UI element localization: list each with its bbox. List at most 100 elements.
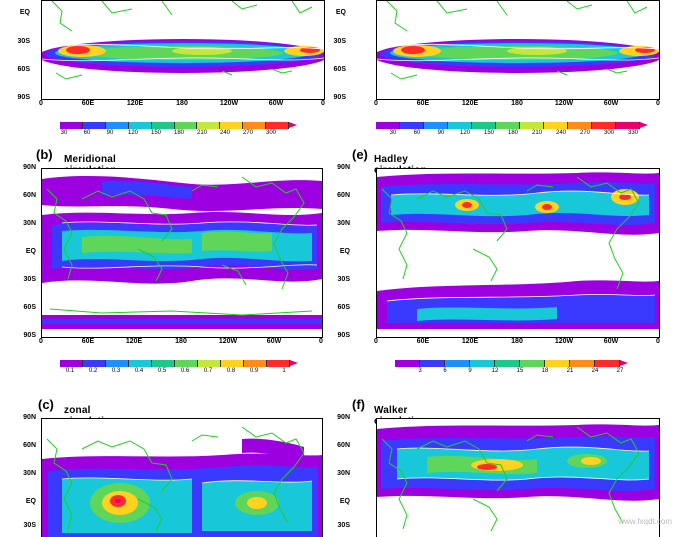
lat-label: 90N	[337, 164, 350, 171]
map-meridional	[41, 168, 323, 338]
colorbar-bar	[395, 360, 620, 367]
lat-label: 60S	[17, 66, 30, 73]
lon-label: 0	[374, 100, 378, 107]
lon-label: 120W	[219, 100, 239, 107]
lon-label: 0	[321, 100, 325, 107]
panel-letter: (e)	[352, 147, 368, 162]
lat-label: 30S	[23, 522, 36, 529]
lat-label: 30S	[337, 522, 350, 529]
map-zonal	[41, 418, 323, 537]
colorbar-max-arrow	[289, 122, 297, 128]
map-svg	[42, 419, 322, 537]
colorbar-label: 30	[60, 130, 68, 136]
lon-label: 180	[175, 338, 187, 345]
colorbar-max-arrow	[290, 360, 298, 366]
lat-label: 60S	[23, 304, 36, 311]
lon-label: 120E	[461, 338, 479, 345]
colorbar-label: 24	[591, 368, 599, 374]
lat-label: EQ	[339, 248, 350, 255]
colorbar-label: 270	[242, 130, 254, 136]
colorbar-label: 0.1	[65, 368, 75, 374]
lon-label: 120W	[554, 100, 574, 107]
lat-label: 90N	[23, 164, 36, 171]
colorbar-label: 0.2	[88, 368, 98, 374]
colorbar-min-arrow	[368, 122, 376, 128]
colorbar-label: 300	[603, 130, 615, 136]
lon-label: 60E	[416, 100, 430, 107]
map-top-right	[376, 0, 660, 100]
colorbar-label: 0.9	[249, 368, 259, 374]
lon-label: 0	[39, 100, 43, 107]
colorbar-bar	[376, 122, 640, 129]
lat-label: EQ	[339, 498, 350, 505]
colorbar-label: 180	[507, 130, 519, 136]
colorbar-min-arrow	[387, 360, 395, 366]
lon-label: 180	[511, 100, 523, 107]
lat-label: 90N	[23, 414, 36, 421]
watermark: www.fxqdt.com	[618, 517, 672, 526]
lon-label: 60W	[268, 100, 284, 107]
colorbar-label: 270	[579, 130, 591, 136]
map-svg	[377, 419, 659, 537]
colorbar-min-arrow	[52, 122, 60, 128]
lat-label: 30N	[337, 470, 350, 477]
lon-label: 60W	[266, 338, 282, 345]
colorbar-label: 60	[83, 130, 91, 136]
panel-letter: (b)	[36, 147, 53, 162]
colorbar-label: 120	[127, 130, 139, 136]
lat-label: 60N	[337, 442, 350, 449]
lon-label: 0	[319, 338, 323, 345]
colorbar-label: 27	[616, 368, 624, 374]
map-top-left	[41, 0, 325, 100]
colorbar-label: 30	[389, 130, 397, 136]
lon-label: 60W	[603, 100, 619, 107]
lat-label: 90S	[333, 94, 346, 101]
colorbar-label: 150	[483, 130, 495, 136]
lat-label: 60S	[333, 66, 346, 73]
lon-label: 0	[656, 338, 660, 345]
colorbar-label: 0.8	[226, 368, 236, 374]
colorbar-max-arrow	[620, 360, 628, 366]
lat-label: 60S	[337, 304, 350, 311]
colorbar-bar	[60, 360, 290, 367]
colorbar-label: 240	[555, 130, 567, 136]
colorbar-label: 6	[443, 368, 447, 374]
lat-label: 60N	[337, 192, 350, 199]
lat-label: 90N	[337, 414, 350, 421]
lon-label: 60E	[416, 338, 430, 345]
lat-label: 90S	[23, 332, 36, 339]
lat-label: 30S	[23, 276, 36, 283]
lon-label: 120E	[125, 338, 143, 345]
lon-label: 120W	[218, 338, 238, 345]
colorbar-label: 90	[106, 130, 114, 136]
lon-label: 60E	[81, 338, 95, 345]
lon-label: 0	[39, 338, 43, 345]
colorbar-label: 9	[468, 368, 472, 374]
colorbar-label: 15	[516, 368, 524, 374]
colorbar-bar	[60, 122, 290, 129]
colorbar-label: 210	[531, 130, 543, 136]
colorbar-label: 210	[196, 130, 208, 136]
lat-label: 60N	[23, 192, 36, 199]
colorbar-label: 21	[566, 368, 574, 374]
lon-label: 120E	[126, 100, 144, 107]
lat-label: EQ	[25, 248, 36, 255]
colorbar-label: 300	[265, 130, 277, 136]
colorbar-label: 60	[413, 130, 421, 136]
lat-label: 30N	[337, 220, 350, 227]
lat-label: EQ	[335, 9, 346, 16]
lat-label: EQ	[19, 9, 30, 16]
colorbar-max-arrow	[640, 122, 648, 128]
lat-label: 30S	[337, 276, 350, 283]
lat-label: 90S	[17, 94, 30, 101]
lat-label: 30N	[23, 470, 36, 477]
colorbar-min-arrow	[52, 360, 60, 366]
colorbar-label: 0.6	[180, 368, 190, 374]
lat-label: EQ	[25, 498, 36, 505]
map-svg	[377, 169, 659, 337]
lon-label: 0	[656, 100, 660, 107]
colorbar-label: 90	[437, 130, 445, 136]
colorbar-label: 240	[219, 130, 231, 136]
colorbar-label: 0.4	[134, 368, 144, 374]
lon-label: 0	[374, 338, 378, 345]
